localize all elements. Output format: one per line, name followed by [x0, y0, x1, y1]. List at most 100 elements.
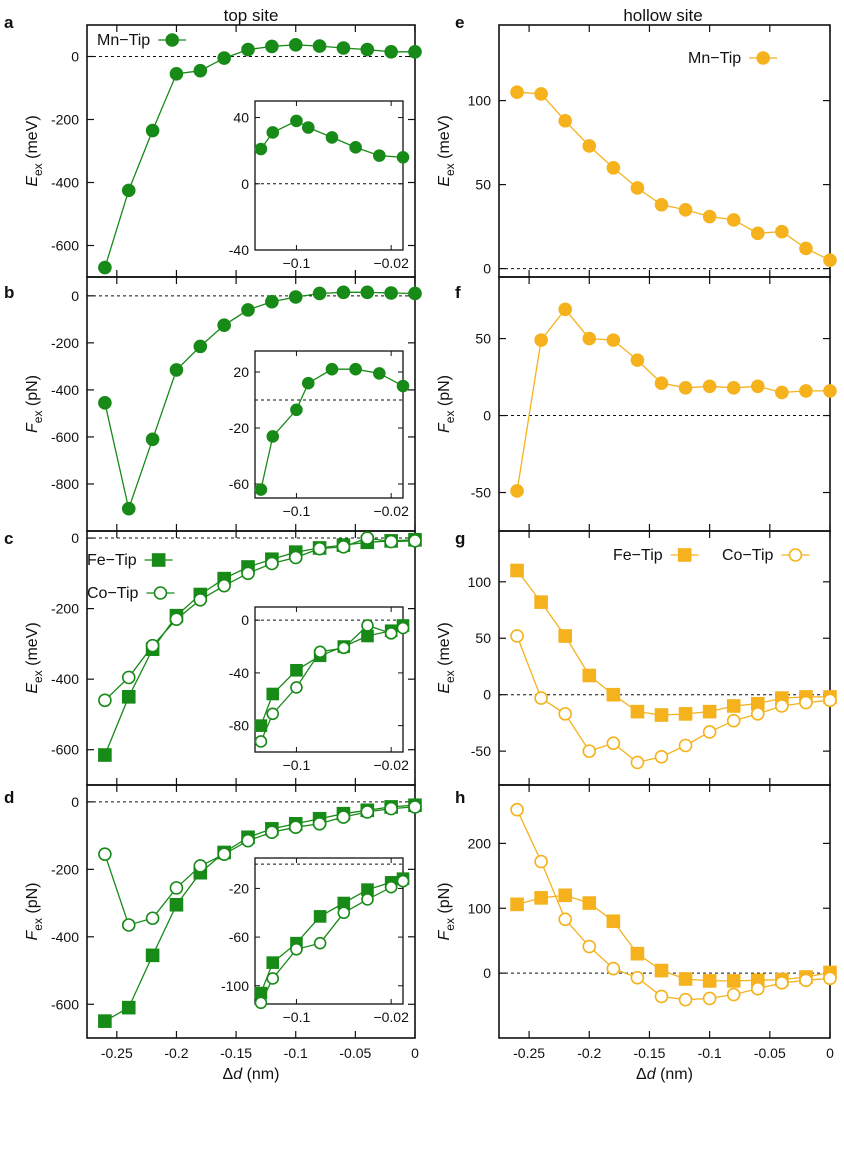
panel-b: -800 -600 -400 -200 0 Fex (pN) b -60 -20 20 −0.1 −0… — [4, 276, 422, 532]
panel-b-inset-series-0-point-0 — [254, 483, 268, 496]
panel-a-series-0-point-1 — [121, 183, 136, 198]
panel-d-inset: -100 -60 -20 −0.1 −0.02 — [221, 857, 410, 1025]
panel-a-series-0-point-2 — [145, 123, 160, 138]
panel-h-series-1-point-9 — [726, 987, 741, 1002]
panel-g: -50 0 50 100 Eex (meV) g Fe−Tip Co−Tip — [436, 529, 837, 786]
panel-c-inset-series-0-point-2 — [290, 663, 303, 677]
panel-d-inset-series-1-point-3 — [313, 936, 327, 950]
panel-a-ytick-label-1: -400 — [51, 175, 79, 191]
panel-g-series-0-point-3 — [582, 668, 597, 683]
panel-g-series-1-point-3 — [582, 744, 597, 758]
panel-f-ytick-label-0: -50 — [471, 485, 491, 501]
panel-b-ytick-label-2: -400 — [51, 382, 79, 398]
panel-a-inset: -40 0 40 −0.1 −0.02 — [229, 100, 410, 271]
panel-c-series-1-point-12 — [384, 534, 398, 549]
panel-f-series-0-point-5 — [630, 353, 645, 367]
panel-g-frame — [498, 530, 831, 786]
panel-g-series-1-point-4 — [606, 736, 621, 751]
column-title-right: hollow site — [623, 6, 702, 25]
panel-a-inset-xtick-label-0: −0.1 — [283, 255, 311, 271]
panel-a-series-0-point-7 — [265, 39, 279, 54]
panel-c-legend-marker-0 — [151, 553, 166, 567]
panel-a-ytick-label-3: 0 — [71, 49, 79, 65]
panel-d-frame — [86, 784, 416, 1039]
panel-h-series-1-point-11 — [775, 976, 789, 990]
panel-h-xtick-label-5: 0 — [826, 1045, 834, 1061]
panel-c-series-0-point-1 — [121, 690, 136, 704]
panel-b-series-0-point-5 — [217, 318, 231, 333]
panel-d-series-1-point-4 — [193, 859, 208, 873]
panel-b-series-0-point-6 — [241, 303, 255, 317]
panel-d-inset-series-0-point-1 — [266, 956, 280, 969]
panel-g-series-1-point-2 — [558, 707, 573, 721]
panel-c-legend-item-1: Co−Tip — [87, 585, 175, 602]
panel-e-legend-item-0: Mn−Tip — [688, 50, 778, 67]
panel-c-inset-series-1-point-3 — [313, 645, 327, 659]
panel-a-ytick-label-2: -200 — [51, 112, 79, 128]
panel-d-series-1-point-5 — [217, 847, 231, 861]
panel-a-inset-ytick-label-0: -40 — [229, 242, 249, 258]
panel-d-xlabel: Δd (nm) — [223, 1066, 280, 1083]
panel-c-legend-marker-1 — [153, 586, 168, 600]
panel-g-legend-label-1: Co−Tip — [722, 547, 774, 564]
panel-c-inset: -80 -40 0 −0.1 −0.02 — [229, 606, 410, 773]
panel-h-xtick-label-3: -0.1 — [698, 1045, 722, 1061]
panel-d-series-1-point-8 — [288, 820, 303, 834]
panel-g-legend-item-0: Fe−Tip — [613, 547, 699, 564]
panel-f-frame — [498, 276, 831, 532]
panel-a-series-0-point-0 — [98, 260, 112, 275]
panel-d-series-1-point-13 — [408, 800, 422, 814]
panel-e-ytick-label-0: 0 — [483, 261, 491, 277]
panel-c-series-1-point-3 — [169, 612, 184, 626]
panel-c-ylabel: Eex (meV) — [24, 622, 45, 693]
panel-b-ytick-label-3: -200 — [51, 335, 79, 351]
panel-h-xtick-label-0: -0.25 — [513, 1045, 545, 1061]
panel-d-ytick-label-3: 0 — [71, 794, 79, 810]
panel-f-series-0-point-12 — [799, 384, 813, 398]
panel-b-series-0-point-3 — [169, 363, 184, 377]
panel-b-series-0-point-1 — [121, 501, 136, 516]
panel-h-series-1-point-8 — [702, 991, 717, 1006]
panel-a-series-0-point-12 — [384, 44, 398, 59]
panel-d-series-1-point-11 — [360, 805, 375, 819]
panel-h-series-0-point-8 — [702, 974, 717, 988]
panel-h-series-1-point-1 — [534, 854, 548, 869]
panel-b-ytick-label-1: -600 — [51, 429, 79, 445]
column-title-left: top site — [224, 6, 279, 25]
panel-c-inset-series-0-point-5 — [361, 629, 374, 643]
panel-e-series-0-point-12 — [799, 241, 813, 256]
panel-h-series-0-point-0 — [510, 897, 524, 912]
panel-d-inset-series-1-point-1 — [266, 972, 280, 985]
panel-a-letter: a — [4, 13, 14, 32]
panel-h-xtick-label-2: -0.15 — [633, 1045, 665, 1061]
panel-b-series-0-point-7 — [265, 294, 279, 309]
panel-c-series-1-point-11 — [360, 531, 375, 545]
panel-b-series-0-point-13 — [408, 286, 422, 301]
panel-f-ylabel: Fex (pN) — [436, 375, 457, 433]
panel-f-series-0-point-11 — [775, 385, 789, 400]
panel-b-series-0-point-12 — [384, 286, 398, 300]
panel-c-inset-xtick-label-1: −0.02 — [373, 757, 409, 773]
panel-c-series-1-point-13 — [408, 534, 422, 548]
panel-d-letter: d — [4, 788, 14, 807]
panel-c-series-1-point-8 — [288, 550, 303, 565]
panel-d: -600 -400 -200 0 -0.25 -0.2 -0.15 -0.1 -0.05 0 Δd … — [4, 784, 422, 1083]
panel-h-series-0-point-3 — [582, 896, 597, 910]
panel-e-ytick-label-1: 50 — [475, 177, 491, 193]
panel-g-series-1-point-1 — [534, 691, 548, 705]
panel-e-series-0-point-13 — [823, 253, 837, 268]
panel-h: 0 100 200 -0.25 -0.2 -0.15 -0.1 -0.05 0 Δd (nm) Fe… — [436, 784, 837, 1083]
panel-b-inset-xtick-label-0: −0.1 — [283, 503, 311, 519]
panel-e-series-0-point-2 — [558, 113, 573, 128]
panel-e-series-0-point-7 — [678, 203, 693, 217]
panel-a-series-0-point-8 — [288, 38, 303, 52]
panel-a-inset-series-0-point-6 — [373, 149, 386, 162]
panel-h-ytick-label-1: 100 — [468, 900, 492, 916]
panel-h-series-0-point-7 — [678, 972, 693, 986]
panel-e-series-0-point-8 — [702, 209, 717, 224]
panel-b-inset-xtick-label-1: −0.02 — [373, 503, 409, 519]
panel-d-xtick-label-1: -0.2 — [164, 1045, 188, 1061]
panel-d-ytick-label-2: -200 — [51, 861, 79, 877]
panel-h-ytick-label-2: 200 — [468, 835, 492, 851]
